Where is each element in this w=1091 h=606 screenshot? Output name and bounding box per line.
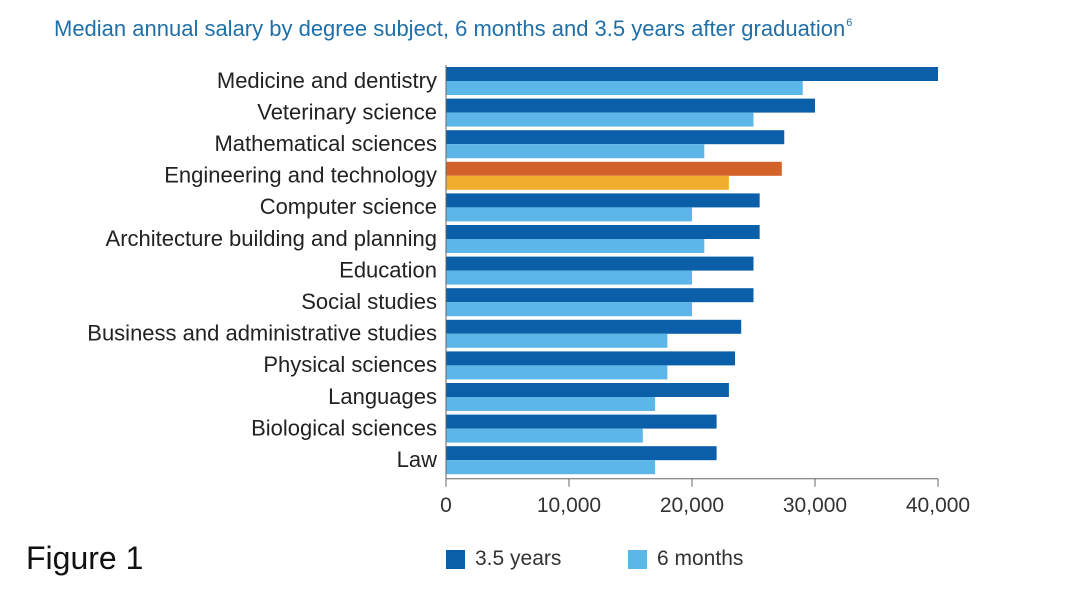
category-label: Engineering and technology (164, 163, 437, 188)
category-label: Medicine and dentistry (217, 68, 437, 93)
bar-architecture-building-and-planning-6-months (446, 239, 705, 253)
bar-medicine-and-dentistry-6-months (446, 81, 803, 95)
bar-business-and-administrative-studies-6-months (446, 333, 668, 348)
bar-veterinary-science-3-5-years (446, 98, 815, 113)
legend-item-6-months: 6 months (628, 547, 743, 571)
bar-mathematical-sciences-3-5-years (446, 130, 785, 145)
chart-title-text: Median annual salary by degree subject, … (54, 16, 846, 41)
x-tick-label: 0 (440, 494, 452, 517)
category-labels: Medicine and dentistry Veterinary science… (87, 68, 437, 472)
category-label: Languages (328, 384, 437, 409)
category-label: Law (397, 447, 437, 472)
bar-social-studies-6-months (446, 302, 692, 317)
x-tick-label: 40,000 (906, 494, 970, 517)
chart-title: Median annual salary by degree subject, … (54, 16, 852, 42)
bar-law-6-months (446, 460, 656, 475)
bar-languages-3-5-years (446, 383, 729, 397)
bar-mathematical-sciences-6-months (446, 144, 705, 159)
category-label: Computer science (260, 194, 437, 219)
category-label: Veterinary science (257, 99, 437, 124)
x-axis-ticks: 0 10,000 20,000 30,000 40,000 (440, 478, 970, 517)
bar-education-6-months (446, 270, 692, 285)
bar-physical-sciences-6-months (446, 365, 668, 380)
category-label: Education (339, 257, 437, 282)
category-label: Mathematical sciences (214, 131, 437, 156)
category-label: Social studies (301, 289, 437, 314)
x-tick-label: 30,000 (783, 494, 847, 517)
bar-social-studies-3-5-years (446, 288, 754, 303)
title-footnote: 6 (846, 17, 853, 29)
x-tick-label: 10,000 (537, 494, 601, 517)
bar-physical-sciences-3-5-years (446, 351, 736, 366)
category-label: Architecture building and planning (106, 226, 437, 251)
bar-veterinary-science-6-months (446, 112, 754, 127)
bar-biological-sciences-6-months (446, 428, 643, 443)
category-label: Physical sciences (263, 352, 437, 377)
figure-label: Figure 1 (26, 540, 144, 576)
category-label: Business and administrative studies (87, 321, 437, 346)
bar-architecture-building-and-planning-3-5-years (446, 225, 760, 239)
legend-swatch-6-months (628, 549, 647, 569)
legend-label-3-5-years: 3.5 years (475, 547, 562, 570)
bar-business-and-administrative-studies-3-5-years (446, 319, 742, 334)
bar-medicine-and-dentistry-3-5-years (446, 67, 938, 81)
bar-engineering-and-technology-3-5-years (446, 161, 782, 176)
bar-languages-6-months (446, 397, 656, 411)
legend-item-3-5-years: 3.5 years (446, 547, 561, 571)
bars-group (446, 67, 938, 475)
bar-law-3-5-years (446, 446, 717, 461)
bar-biological-sciences-3-5-years (446, 414, 717, 429)
bar-computer-science-3-5-years (446, 193, 760, 208)
category-label: Biological sciences (251, 415, 437, 440)
legend-label-6-months: 6 months (657, 547, 744, 570)
bar-computer-science-6-months (446, 207, 692, 222)
bar-education-3-5-years (446, 256, 754, 271)
x-tick-label: 20,000 (660, 494, 724, 517)
legend-swatch-3-5-years (446, 549, 465, 569)
bar-engineering-and-technology-6-months (446, 175, 729, 190)
